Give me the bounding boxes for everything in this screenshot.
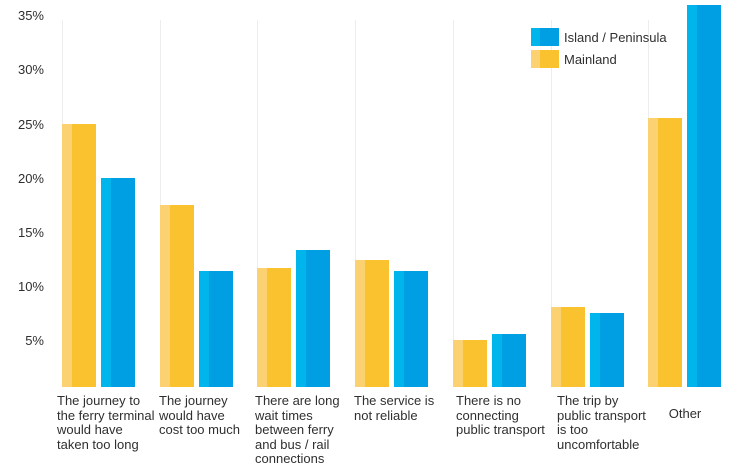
bar-mainland: [355, 260, 389, 387]
bar-island-peninsula: [296, 250, 330, 387]
y-axis-tick-label: 35%: [17, 8, 44, 23]
bar-island-peninsula: [687, 5, 721, 387]
vertical-gridline: [355, 20, 356, 387]
y-axis-tick-label: 25%: [17, 117, 44, 132]
category-label: There is no connecting public transport: [456, 393, 545, 437]
vertical-gridline: [257, 20, 258, 387]
y-axis-tick-label: 5%: [25, 333, 44, 348]
bar-mainland: [453, 340, 487, 387]
legend-entry-island-peninsula: Island / Peninsula: [531, 28, 667, 46]
bar-mainland: [160, 205, 194, 387]
category-label: The service is not reliable: [354, 393, 435, 423]
bar-mainland: [257, 268, 291, 387]
category-label: There are long wait times between ferry and…: [255, 393, 340, 466]
bar-island-peninsula: [492, 334, 526, 387]
vertical-gridline: [160, 20, 161, 387]
bar-island-peninsula: [101, 178, 135, 387]
bar-island-peninsula: [199, 271, 233, 387]
bar-mainland: [551, 307, 585, 387]
category-label: The journey would have cost too much: [159, 393, 240, 437]
legend-swatch-mainland: [531, 50, 559, 68]
bar-mainland: [648, 118, 682, 387]
category-label: Other: [668, 406, 702, 421]
bar-island-peninsula: [394, 271, 428, 387]
legend-label-island-peninsula: Island / Peninsula: [564, 29, 667, 45]
vertical-gridline: [551, 20, 552, 387]
y-axis-tick-label: 10%: [17, 279, 44, 294]
category-label: The journey to the ferry terminal would ha…: [57, 393, 155, 452]
y-axis-tick-label: 20%: [17, 171, 44, 186]
legend-swatch-island-peninsula: [531, 28, 559, 46]
legend-label-mainland: Mainland: [564, 51, 617, 67]
legend-entry-mainland: Mainland: [531, 50, 667, 68]
vertical-gridline: [453, 20, 454, 387]
category-label: The trip by public transport is too uncomfo…: [557, 393, 646, 452]
bar-mainland: [62, 124, 96, 387]
legend: Island / Peninsula Mainland: [531, 28, 667, 68]
y-axis-tick-label: 15%: [17, 225, 44, 240]
bar-island-peninsula: [590, 313, 624, 387]
y-axis-tick-label: 30%: [17, 62, 44, 77]
